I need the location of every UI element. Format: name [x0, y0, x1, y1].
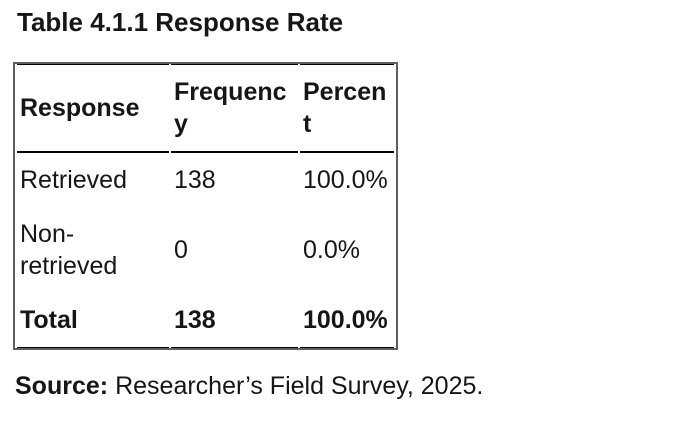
table-row-non-retrieved: Non-retrieved 0 0.0% [17, 207, 394, 293]
cell-percent: 100.0% [300, 293, 394, 348]
table-caption: Table 4.1.1 Response Rate [17, 7, 344, 37]
cell-response: Non-retrieved [20, 220, 118, 280]
cell-percent: 0.0% [303, 236, 360, 264]
table-row-retrieved: Retrieved 138 100.0% [17, 153, 394, 207]
column-header-frequency: Frequency [171, 64, 298, 153]
source-note: Source: Researcher’s Field Survey, 2025. [15, 370, 690, 402]
cell-frequency: 138 [174, 166, 216, 194]
cell-percent: 100.0% [303, 166, 388, 194]
response-rate-table: Response Frequency Percent Retrieved 138… [13, 62, 398, 350]
cell-response: Retrieved [20, 166, 127, 194]
cell-frequency: 0 [174, 236, 188, 264]
table-row-total: Total 138 100.0% [17, 293, 394, 348]
source-text: Researcher’s Field Survey, 2025. [115, 372, 484, 400]
source-label: Source: [15, 372, 109, 400]
table-header-row: Response Frequency Percent [17, 64, 394, 153]
document-page: Table 4.1.1 Response Rate Response Frequ… [0, 6, 690, 427]
cell-response: Total [17, 293, 169, 348]
column-header-percent: Percent [300, 64, 394, 153]
column-header-response: Response [17, 64, 169, 153]
cell-frequency: 138 [171, 293, 298, 348]
